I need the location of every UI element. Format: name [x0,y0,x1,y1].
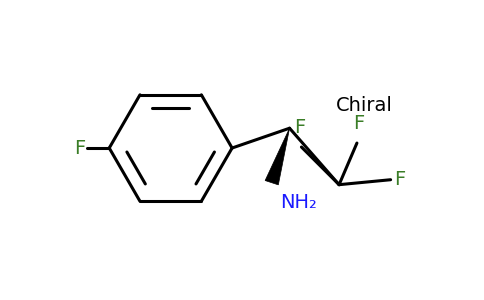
Polygon shape [265,128,289,185]
Text: Chiral: Chiral [335,96,393,115]
Text: F: F [74,139,86,158]
Text: F: F [294,118,305,137]
Text: NH₂: NH₂ [280,193,317,211]
Text: F: F [353,114,364,133]
Text: F: F [394,170,406,189]
